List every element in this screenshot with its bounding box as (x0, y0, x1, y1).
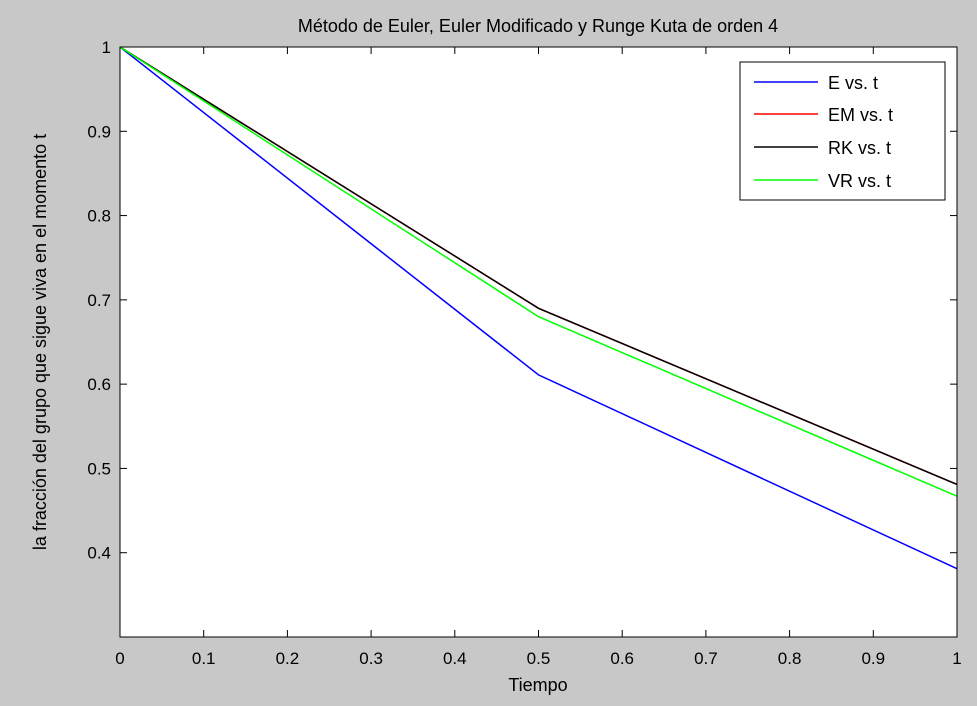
y-tick-label: 0.7 (87, 291, 111, 310)
series-line-vr (119, 46, 958, 497)
ticks-layer: 0 0.1 0.2 0.3 0.4 0.5 0.6 0.7 0.8 0.9 1 0.4 0.5 0.6 0.… (87, 38, 961, 668)
y-tick-label: 0.4 (87, 544, 111, 563)
legend-label-em: EM vs. t (828, 105, 893, 125)
y-axis-label: la fracción del grupo que sigue viva en … (30, 134, 50, 550)
x-tick-label: 0.1 (192, 649, 216, 668)
x-axis-label: Tiempo (508, 675, 567, 695)
x-tick-label: 0.6 (610, 649, 634, 668)
chart-title: Método de Euler, Euler Modificado y Rung… (298, 16, 778, 36)
y-tick-label: 0.6 (87, 375, 111, 394)
x-tick-label: 0.9 (861, 649, 885, 668)
plot-frame (119, 46, 958, 638)
x-tick-label: 0 (115, 649, 124, 668)
x-tick-label: 0.4 (443, 649, 467, 668)
x-tick-label: 0.5 (527, 649, 551, 668)
x-tick-label: 1 (952, 649, 961, 668)
series-line-rk (119, 46, 958, 486)
legend-entry: RK vs. t (754, 138, 891, 158)
x-tick-label: 0.2 (276, 649, 300, 668)
x-tick-label: 0.8 (778, 649, 802, 668)
y-tick-label: 1 (102, 38, 111, 57)
series-layer (119, 46, 958, 570)
legend-box (739, 61, 946, 201)
legend-entry: E vs. t (754, 73, 878, 93)
x-tick-label: 0.3 (359, 649, 383, 668)
legend-label-rk: RK vs. t (828, 138, 891, 158)
series-line-e (119, 46, 958, 570)
x-tick-label: 0.7 (694, 649, 718, 668)
legend-entry: EM vs. t (754, 105, 893, 125)
legend-label-vr: VR vs. t (828, 171, 891, 191)
y-tick-label: 0.9 (87, 122, 111, 141)
y-tick-label: 0.5 (87, 459, 111, 478)
legend-entry: VR vs. t (754, 171, 891, 191)
legend[interactable]: E vs. t EM vs. t RK vs. t VR vs. t (739, 61, 946, 201)
y-tick-label: 0.8 (87, 207, 111, 226)
legend-label-e: E vs. t (828, 73, 878, 93)
